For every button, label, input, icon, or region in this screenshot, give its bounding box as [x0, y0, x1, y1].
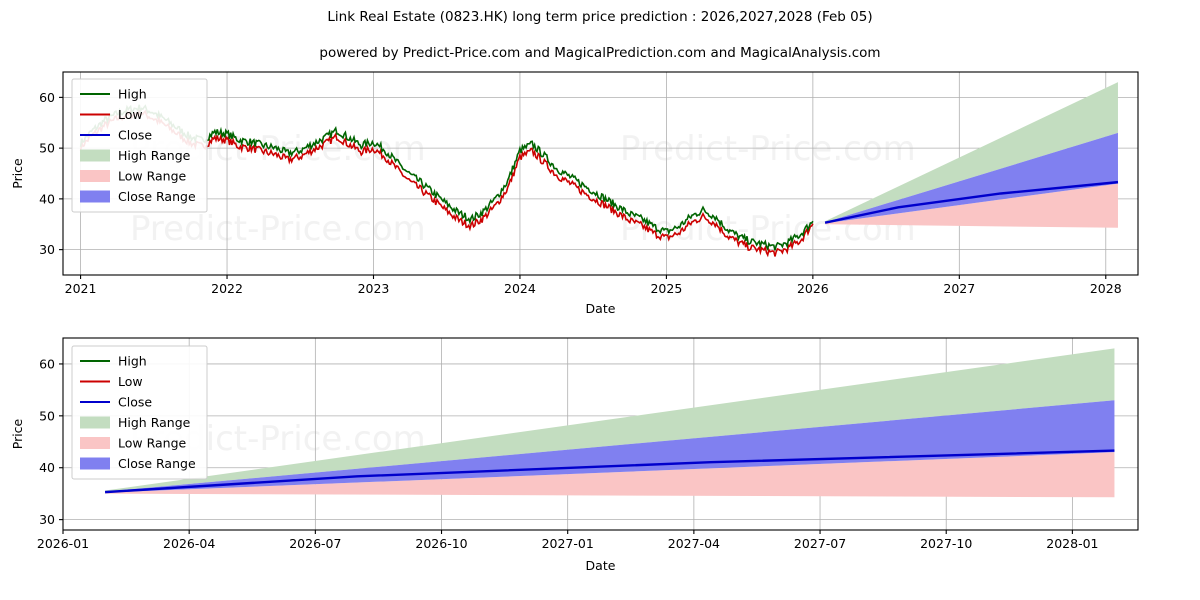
legend-patch-swatch [80, 170, 110, 182]
x-tick-label: 2027-07 [794, 536, 846, 551]
y-tick-label: 50 [39, 141, 55, 156]
y-tick-label: 60 [39, 90, 55, 105]
close-forecast-line [824, 180, 1119, 224]
legend-item-label: High [118, 87, 147, 102]
x-tick-label: 2028 [1090, 281, 1122, 296]
x-tick-label: 2024 [504, 281, 536, 296]
x-tick-label: 2025 [650, 281, 682, 296]
legend-patch-swatch [80, 190, 110, 203]
x-axis-label: Date [586, 301, 616, 316]
legend-patch-swatch [80, 149, 110, 162]
legend-item-label: High Range [118, 148, 191, 163]
x-tick-label: 2026-01 [37, 536, 89, 551]
y-tick-label: 30 [39, 242, 55, 257]
legend-item-label: Low Range [118, 169, 187, 184]
page-subtitle: powered by Predict-Price.com and Magical… [319, 45, 881, 61]
x-tick-label: 2021 [65, 281, 97, 296]
legend-item-label: Low [118, 374, 143, 389]
close-forecast-line [104, 449, 1115, 494]
legend-patch-swatch [80, 416, 110, 429]
x-axis-label: Date [586, 558, 616, 573]
legend-item-label: Low [118, 107, 143, 122]
top-chart-panel: Predict-Price.com Predict-Price.comPredic… [10, 71, 1139, 316]
y-tick-label: 30 [39, 512, 55, 527]
y-axis-label: Price [10, 418, 25, 449]
y-tick-label: 60 [39, 356, 55, 371]
legend[interactable]: High Low Close High Range Low Range Close Ran… [71, 345, 208, 480]
legend-patch-swatch [80, 457, 110, 470]
x-tick-label: 2022 [211, 281, 243, 296]
y-axis-label: Price [10, 158, 25, 189]
x-tick-label: 2026 [797, 281, 829, 296]
legend-item-label: Low Range [118, 436, 187, 451]
page-title: Link Real Estate (0823.HK) long term pri… [327, 9, 873, 25]
close-range-band [825, 132, 1118, 224]
legend-item-label: Close [118, 395, 152, 410]
x-tick-label: 2027-04 [668, 536, 720, 551]
x-tick-label: 2027 [943, 281, 975, 296]
x-tick-label: 2026-04 [163, 536, 215, 551]
y-tick-label: 40 [39, 460, 55, 475]
high-range-band [105, 348, 1115, 492]
x-tick-label: 2027-01 [542, 536, 594, 551]
legend-item-label: Close Range [118, 456, 196, 471]
x-tick-label: 2026-07 [289, 536, 341, 551]
x-tick-label: 2023 [358, 281, 390, 296]
y-tick-label: 50 [39, 408, 55, 423]
x-tick-label: 2026-10 [415, 536, 467, 551]
legend-patch-swatch [80, 437, 110, 449]
x-tick-label: 2027-10 [920, 536, 972, 551]
legend-item-label: High Range [118, 415, 191, 430]
legend-item-label: Close Range [118, 189, 196, 204]
plot-border [62, 71, 1139, 276]
y-tick-label: 40 [39, 191, 55, 206]
watermark-text: Predict-Price.com [130, 209, 426, 249]
low-range-band [105, 452, 1115, 498]
high-range-band [825, 82, 1118, 223]
legend[interactable]: High Low Close High Range Low Range Close Ran… [71, 78, 208, 213]
close-range-band [105, 400, 1115, 493]
watermark-text: Predict-Price.com [620, 129, 916, 169]
x-tick-label: 2028-01 [1046, 536, 1098, 551]
low-range-band [825, 183, 1118, 228]
legend-item-label: High [118, 354, 147, 369]
legend-item-label: Close [118, 128, 152, 143]
plot-border [62, 337, 1139, 531]
bottom-chart-panel: Predict-Price.comPredict-Price.com304050… [10, 337, 1139, 573]
